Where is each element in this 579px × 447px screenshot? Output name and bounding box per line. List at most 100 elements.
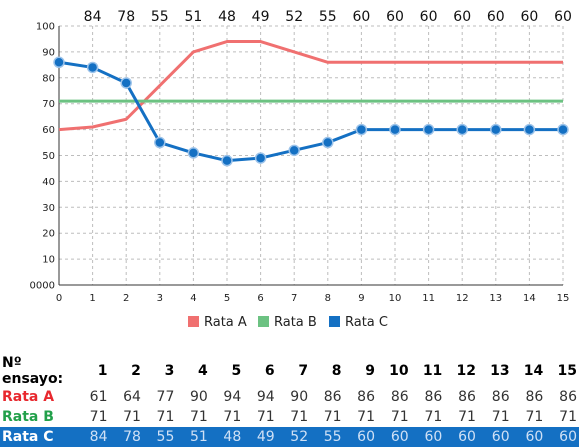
- trial-number: 8: [331, 363, 342, 379]
- legend-swatch: [258, 316, 269, 327]
- row-series-label: Rata A: [2, 389, 55, 405]
- table-cell: 71: [525, 409, 544, 425]
- data-point-rata-c[interactable]: [254, 152, 267, 164]
- table-cell: 71: [89, 409, 108, 425]
- table-cell: 71: [290, 409, 309, 425]
- x-tick-label: 1: [89, 293, 95, 304]
- table-cell: 71: [357, 409, 375, 425]
- trial-number: 13: [490, 363, 510, 379]
- row-series-label: Rata B: [2, 409, 54, 425]
- data-point-rata-c[interactable]: [456, 123, 468, 136]
- legend-item-rata-b[interactable]: Rata B: [258, 315, 317, 330]
- table-cell: 86: [424, 389, 443, 405]
- trial-number: 5: [231, 363, 242, 379]
- trial-number: 6: [264, 363, 275, 379]
- table-cell: 84: [76, 427, 110, 447]
- table-cell: 86: [525, 389, 544, 405]
- table-cell: 60: [410, 427, 445, 447]
- data-point-rata-c[interactable]: [523, 123, 536, 136]
- table-cell: 71: [189, 409, 208, 425]
- legend-label: Rata A: [204, 315, 247, 330]
- table-cell: 51: [176, 427, 210, 447]
- table-cell: 60: [376, 427, 411, 447]
- data-point-rata-c[interactable]: [422, 123, 435, 136]
- x-tick-label: 0: [56, 293, 62, 304]
- trial-number: 7: [298, 363, 309, 379]
- x-tick-label: 3: [157, 293, 163, 304]
- table-cell: 86: [458, 389, 476, 405]
- trial-number: 3: [164, 363, 175, 379]
- x-tick-label: 6: [257, 293, 263, 304]
- table-cell: 86: [323, 389, 342, 405]
- table-cell: 71: [156, 409, 175, 425]
- top-value-label: 51: [184, 9, 202, 25]
- top-value-label: 60: [352, 9, 370, 25]
- table-cell: 60: [444, 427, 478, 447]
- x-tick-label: 9: [358, 293, 364, 304]
- legend-label: Rata C: [345, 315, 388, 330]
- chart-series: [53, 40, 569, 167]
- x-tick-label: 2: [123, 293, 129, 304]
- table-cell: 71: [424, 409, 443, 425]
- data-point-rata-c[interactable]: [86, 61, 99, 74]
- top-value-label: 60: [386, 9, 404, 25]
- legend-item-rata-a[interactable]: Rata A: [188, 315, 247, 330]
- table-cell: 86: [491, 389, 510, 405]
- x-tick-label: 11: [422, 293, 435, 304]
- data-point-rata-c[interactable]: [355, 123, 368, 136]
- table-cell: 71: [223, 409, 242, 425]
- top-value-label: 55: [151, 9, 169, 25]
- trial-number: 4: [198, 363, 208, 379]
- data-point-rata-c[interactable]: [154, 136, 166, 149]
- table-cell: 60: [545, 427, 579, 447]
- table-row: Rata B 71 71 71 71 71 71 71 71 71 71 71 71 71 71 71: [0, 407, 579, 427]
- trial-number: 15: [557, 363, 577, 379]
- table-header-row: Nº ensayo: 1 2 3 4 5 6 7 8 9 10 11 12 13 14 15: [0, 355, 579, 387]
- data-point-rata-c[interactable]: [288, 144, 300, 157]
- table-cell: 55: [310, 427, 344, 447]
- top-value-label: 60: [554, 9, 572, 25]
- table-cell: 86: [357, 389, 375, 405]
- top-value-label: 48: [218, 9, 236, 25]
- table-cell: 71: [323, 409, 342, 425]
- table-cell: 48: [209, 427, 244, 447]
- data-point-rata-c[interactable]: [187, 147, 200, 159]
- trial-number: 12: [456, 363, 476, 379]
- legend-item-rata-c[interactable]: Rata C: [329, 315, 388, 330]
- data-point-rata-c[interactable]: [53, 56, 65, 69]
- data-point-rata-c[interactable]: [221, 154, 233, 167]
- data-point-rata-c[interactable]: [120, 77, 132, 89]
- y-tick-label: 60: [42, 125, 55, 136]
- top-value-label: 49: [252, 9, 270, 25]
- data-point-rata-c[interactable]: [490, 123, 502, 136]
- table-cell: 61: [89, 389, 108, 405]
- table-cell: 90: [290, 389, 309, 405]
- series-line-rata-a: [58, 40, 563, 132]
- table-cell: 94: [223, 389, 242, 405]
- x-tick-label: 12: [456, 293, 469, 304]
- y-tick-label: 50: [42, 151, 55, 162]
- chart-legend[interactable]: Rata A Rata B Rata C: [188, 315, 388, 330]
- table-cell: 90: [189, 389, 208, 405]
- table-row: Rata C 84 78 55 51 48 49 52 55 60 60 60 60 60 60 60: [0, 427, 579, 447]
- trial-number-label: Nº ensayo:: [2, 355, 64, 387]
- table-cell: 86: [559, 389, 577, 405]
- top-value-labels: 84 78 55 51 48 49 52 55 60 60 60 60 60 60 60: [84, 9, 572, 25]
- x-tick-label: 8: [325, 293, 331, 304]
- top-value-label: 84: [84, 9, 102, 25]
- trial-number: 14: [523, 363, 544, 379]
- y-tick-label: 40: [42, 177, 55, 188]
- table-cell: 71: [256, 409, 275, 425]
- data-point-rata-c[interactable]: [389, 123, 401, 136]
- x-tick-label: 5: [224, 293, 230, 304]
- table-cell: 71: [491, 409, 510, 425]
- top-value-label: 60: [453, 9, 471, 25]
- data-point-rata-c[interactable]: [322, 136, 334, 149]
- table-cell: 49: [243, 427, 277, 447]
- data-point-rata-c[interactable]: [557, 123, 569, 136]
- table-cell: 64: [123, 389, 141, 405]
- table-cell: 71: [123, 409, 141, 425]
- table-cell: 71: [458, 409, 476, 425]
- chart-grid: [58, 25, 564, 286]
